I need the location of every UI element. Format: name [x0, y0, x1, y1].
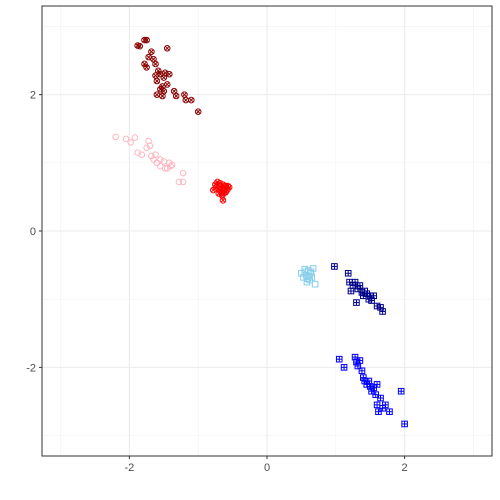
data-point — [143, 64, 150, 71]
data-point — [172, 92, 180, 100]
data-point — [358, 367, 366, 375]
data-point — [175, 178, 183, 186]
data-point — [152, 60, 159, 68]
data-point — [188, 96, 195, 104]
data-point — [363, 381, 371, 388]
x-axis: -2 0 2 — [124, 456, 408, 474]
data-point — [219, 197, 227, 204]
y-axis: -2 0 2 — [26, 90, 42, 374]
data-point — [351, 278, 359, 286]
y-tick-label: 0 — [30, 226, 36, 238]
data-point — [157, 156, 164, 163]
data-point — [145, 137, 152, 145]
y-tick-label: 2 — [30, 90, 36, 102]
data-point — [377, 394, 384, 402]
data-point — [154, 67, 162, 75]
data-point — [163, 81, 171, 88]
data-point — [148, 48, 155, 55]
data-point — [373, 381, 381, 388]
y-tick-label: -2 — [26, 362, 36, 374]
data-point — [194, 108, 202, 115]
data-point — [370, 292, 377, 300]
data-point — [150, 156, 157, 163]
data-point — [331, 263, 338, 270]
data-point — [386, 408, 393, 415]
data-point — [298, 269, 305, 277]
data-point — [157, 85, 164, 93]
data-point — [368, 387, 375, 395]
data-point — [143, 36, 150, 44]
data-point — [372, 391, 380, 398]
data-point — [311, 280, 319, 288]
data-point — [377, 304, 384, 311]
x-tick-label: 2 — [402, 462, 408, 474]
data-point — [112, 133, 119, 141]
data-point — [143, 144, 150, 152]
data-point — [167, 162, 174, 170]
data-point — [153, 77, 161, 85]
data-point — [303, 278, 311, 286]
data-point — [131, 134, 139, 141]
data-point — [122, 135, 130, 143]
data-point — [307, 268, 315, 276]
data-point — [161, 164, 169, 172]
data-point — [218, 185, 225, 193]
data-point — [375, 408, 382, 415]
data-point — [353, 358, 360, 366]
data-point — [356, 282, 364, 289]
data-point — [168, 161, 176, 169]
data-point — [159, 92, 166, 100]
data-point — [382, 401, 389, 409]
data-point — [354, 285, 362, 293]
data-point — [179, 178, 187, 186]
data-point — [138, 151, 146, 158]
data-point — [224, 182, 232, 190]
data-point — [401, 420, 408, 428]
data-point — [373, 401, 381, 409]
data-point — [379, 308, 386, 315]
data-point — [356, 357, 364, 364]
data-point — [301, 265, 309, 273]
data-point — [347, 287, 355, 295]
x-tick-label: -2 — [124, 462, 134, 474]
data-point — [153, 159, 161, 167]
data-point — [344, 269, 352, 277]
data-point — [141, 60, 148, 68]
data-point — [146, 142, 154, 150]
data-point — [397, 387, 405, 395]
data-point — [163, 44, 171, 52]
data-point — [373, 302, 381, 310]
data-points — [112, 36, 408, 428]
grid-lines — [42, 6, 492, 456]
data-point — [216, 179, 224, 187]
data-point — [179, 169, 187, 177]
data-point — [136, 42, 144, 50]
data-point — [127, 139, 135, 146]
data-point — [360, 374, 367, 381]
data-point — [163, 164, 171, 172]
data-point — [370, 384, 377, 392]
data-point — [165, 70, 173, 78]
x-tick-label: 0 — [264, 462, 270, 474]
data-point — [353, 299, 360, 306]
data-point — [148, 152, 155, 160]
data-point — [335, 355, 343, 363]
data-point — [340, 364, 348, 371]
data-point — [309, 265, 317, 272]
